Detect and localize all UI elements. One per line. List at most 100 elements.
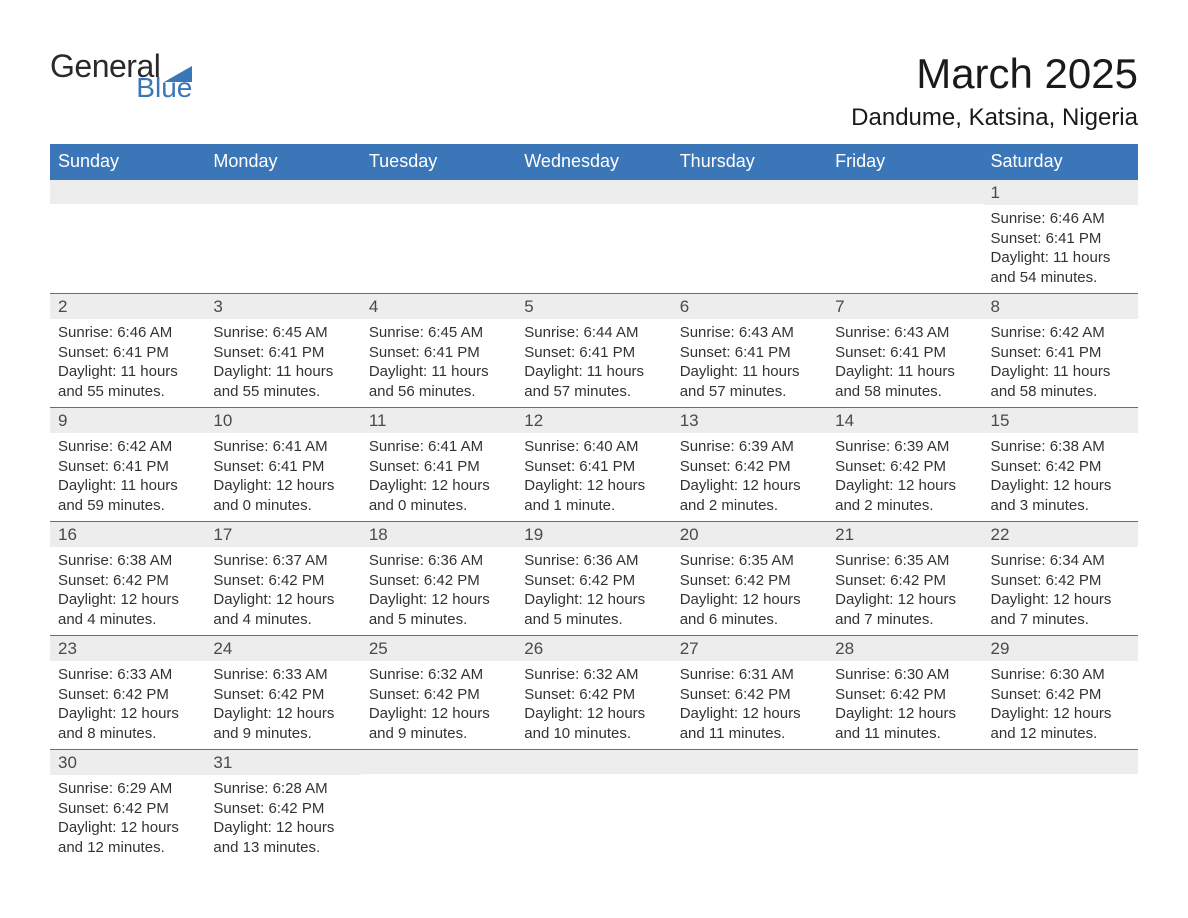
day-details: Sunrise: 6:35 AMSunset: 6:42 PMDaylight:… xyxy=(827,547,982,635)
calendar-cell: 28Sunrise: 6:30 AMSunset: 6:42 PMDayligh… xyxy=(827,636,982,750)
calendar-cell xyxy=(50,180,205,294)
day-number: 19 xyxy=(516,522,671,547)
calendar-cell: 6Sunrise: 6:43 AMSunset: 6:41 PMDaylight… xyxy=(672,294,827,408)
calendar-cell: 29Sunrise: 6:30 AMSunset: 6:42 PMDayligh… xyxy=(983,636,1138,750)
daylight-text: Daylight: 12 hours and 4 minutes. xyxy=(58,590,197,629)
calendar-cell xyxy=(205,180,360,294)
sunrise-text: Sunrise: 6:36 AM xyxy=(369,551,508,571)
sunset-text: Sunset: 6:42 PM xyxy=(680,685,819,705)
day-details: Sunrise: 6:38 AMSunset: 6:42 PMDaylight:… xyxy=(50,547,205,635)
day-details: Sunrise: 6:30 AMSunset: 6:42 PMDaylight:… xyxy=(827,661,982,749)
calendar-cell: 21Sunrise: 6:35 AMSunset: 6:42 PMDayligh… xyxy=(827,522,982,636)
day-details xyxy=(361,774,516,834)
calendar-week-row: 2Sunrise: 6:46 AMSunset: 6:41 PMDaylight… xyxy=(50,294,1138,408)
calendar-cell: 2Sunrise: 6:46 AMSunset: 6:41 PMDaylight… xyxy=(50,294,205,408)
sunrise-text: Sunrise: 6:30 AM xyxy=(991,665,1130,685)
day-number: 6 xyxy=(672,294,827,319)
day-header: Sunday xyxy=(50,144,205,180)
sunrise-text: Sunrise: 6:43 AM xyxy=(680,323,819,343)
sunset-text: Sunset: 6:41 PM xyxy=(369,457,508,477)
sunset-text: Sunset: 6:42 PM xyxy=(835,685,974,705)
day-header: Thursday xyxy=(672,144,827,180)
sunset-text: Sunset: 6:42 PM xyxy=(369,571,508,591)
day-header: Friday xyxy=(827,144,982,180)
daylight-text: Daylight: 12 hours and 11 minutes. xyxy=(835,704,974,743)
calendar-cell: 9Sunrise: 6:42 AMSunset: 6:41 PMDaylight… xyxy=(50,408,205,522)
day-details: Sunrise: 6:29 AMSunset: 6:42 PMDaylight:… xyxy=(50,775,205,863)
day-number: 9 xyxy=(50,408,205,433)
day-number: 26 xyxy=(516,636,671,661)
calendar-cell: 20Sunrise: 6:35 AMSunset: 6:42 PMDayligh… xyxy=(672,522,827,636)
sunrise-text: Sunrise: 6:46 AM xyxy=(991,209,1130,229)
day-number xyxy=(205,180,360,204)
sunrise-text: Sunrise: 6:45 AM xyxy=(369,323,508,343)
calendar-cell: 27Sunrise: 6:31 AMSunset: 6:42 PMDayligh… xyxy=(672,636,827,750)
daylight-text: Daylight: 12 hours and 7 minutes. xyxy=(835,590,974,629)
sunrise-text: Sunrise: 6:40 AM xyxy=(524,437,663,457)
day-details xyxy=(516,774,671,834)
daylight-text: Daylight: 12 hours and 3 minutes. xyxy=(991,476,1130,515)
calendar-cell: 3Sunrise: 6:45 AMSunset: 6:41 PMDaylight… xyxy=(205,294,360,408)
daylight-text: Daylight: 12 hours and 2 minutes. xyxy=(835,476,974,515)
day-details: Sunrise: 6:28 AMSunset: 6:42 PMDaylight:… xyxy=(205,775,360,863)
sunset-text: Sunset: 6:41 PM xyxy=(680,343,819,363)
day-details: Sunrise: 6:33 AMSunset: 6:42 PMDaylight:… xyxy=(50,661,205,749)
calendar-cell: 12Sunrise: 6:40 AMSunset: 6:41 PMDayligh… xyxy=(516,408,671,522)
day-details: Sunrise: 6:32 AMSunset: 6:42 PMDaylight:… xyxy=(361,661,516,749)
calendar-header-row: SundayMondayTuesdayWednesdayThursdayFrid… xyxy=(50,144,1138,180)
sunrise-text: Sunrise: 6:32 AM xyxy=(524,665,663,685)
daylight-text: Daylight: 11 hours and 59 minutes. xyxy=(58,476,197,515)
day-number: 15 xyxy=(983,408,1138,433)
day-details: Sunrise: 6:41 AMSunset: 6:41 PMDaylight:… xyxy=(361,433,516,521)
day-number xyxy=(361,180,516,204)
day-number: 28 xyxy=(827,636,982,661)
sunrise-text: Sunrise: 6:41 AM xyxy=(213,437,352,457)
daylight-text: Daylight: 11 hours and 58 minutes. xyxy=(835,362,974,401)
day-number xyxy=(361,750,516,774)
day-number: 14 xyxy=(827,408,982,433)
day-number: 16 xyxy=(50,522,205,547)
day-number: 30 xyxy=(50,750,205,775)
calendar-cell xyxy=(361,750,516,864)
day-number: 24 xyxy=(205,636,360,661)
daylight-text: Daylight: 12 hours and 7 minutes. xyxy=(991,590,1130,629)
daylight-text: Daylight: 11 hours and 56 minutes. xyxy=(369,362,508,401)
day-details: Sunrise: 6:43 AMSunset: 6:41 PMDaylight:… xyxy=(827,319,982,407)
calendar-cell xyxy=(983,750,1138,864)
sunrise-text: Sunrise: 6:41 AM xyxy=(369,437,508,457)
sunrise-text: Sunrise: 6:34 AM xyxy=(991,551,1130,571)
sunrise-text: Sunrise: 6:39 AM xyxy=(680,437,819,457)
day-number: 25 xyxy=(361,636,516,661)
sunrise-text: Sunrise: 6:36 AM xyxy=(524,551,663,571)
calendar-cell: 17Sunrise: 6:37 AMSunset: 6:42 PMDayligh… xyxy=(205,522,360,636)
day-details xyxy=(361,204,516,264)
sunset-text: Sunset: 6:42 PM xyxy=(680,457,819,477)
month-title: March 2025 xyxy=(851,50,1138,98)
day-number: 12 xyxy=(516,408,671,433)
sunrise-text: Sunrise: 6:46 AM xyxy=(58,323,197,343)
sunset-text: Sunset: 6:42 PM xyxy=(524,685,663,705)
daylight-text: Daylight: 12 hours and 13 minutes. xyxy=(213,818,352,857)
calendar-body: 1Sunrise: 6:46 AMSunset: 6:41 PMDaylight… xyxy=(50,180,1138,864)
calendar-week-row: 23Sunrise: 6:33 AMSunset: 6:42 PMDayligh… xyxy=(50,636,1138,750)
day-details: Sunrise: 6:37 AMSunset: 6:42 PMDaylight:… xyxy=(205,547,360,635)
day-number xyxy=(827,180,982,204)
day-number: 4 xyxy=(361,294,516,319)
day-header: Tuesday xyxy=(361,144,516,180)
day-number xyxy=(516,750,671,774)
daylight-text: Daylight: 12 hours and 5 minutes. xyxy=(524,590,663,629)
day-details: Sunrise: 6:33 AMSunset: 6:42 PMDaylight:… xyxy=(205,661,360,749)
sunset-text: Sunset: 6:41 PM xyxy=(524,457,663,477)
sunrise-text: Sunrise: 6:39 AM xyxy=(835,437,974,457)
daylight-text: Daylight: 12 hours and 12 minutes. xyxy=(58,818,197,857)
title-block: March 2025 Dandume, Katsina, Nigeria xyxy=(851,50,1138,132)
day-header: Monday xyxy=(205,144,360,180)
day-number: 18 xyxy=(361,522,516,547)
daylight-text: Daylight: 11 hours and 57 minutes. xyxy=(524,362,663,401)
sunset-text: Sunset: 6:41 PM xyxy=(991,343,1130,363)
calendar-cell: 8Sunrise: 6:42 AMSunset: 6:41 PMDaylight… xyxy=(983,294,1138,408)
sunrise-text: Sunrise: 6:35 AM xyxy=(835,551,974,571)
day-header: Saturday xyxy=(983,144,1138,180)
calendar-cell: 19Sunrise: 6:36 AMSunset: 6:42 PMDayligh… xyxy=(516,522,671,636)
day-details xyxy=(516,204,671,264)
